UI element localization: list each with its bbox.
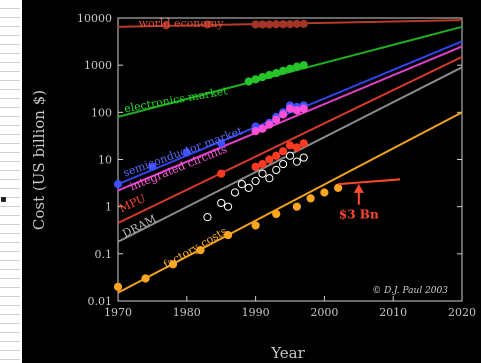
y-tick-label: 0.1 [95,248,113,261]
dram-data-point [237,180,246,189]
factory-costs-data-point [306,194,315,203]
dram-data-point [279,159,288,169]
integrated-circuits-data-point [285,104,295,113]
world-economy-data-point [272,20,281,29]
dram-data-point [223,202,233,211]
electronics-market-data-point [299,61,308,70]
semiconductor-market-data-point [217,139,226,148]
electronics-market-data-point [279,66,288,75]
cap-line [338,178,401,186]
dram-data-point [244,183,253,192]
semiconductor-market-data-point [182,148,191,157]
world-economy-data-point [162,21,171,30]
dram-data-point [292,157,301,166]
integrated-circuits-data-point [251,127,260,136]
factory-costs-data-point [272,209,281,219]
world-economy-data-point [251,20,260,29]
mpu-data-point [258,159,267,169]
semiconductor-market-trend-line [117,40,463,186]
semiconductor-market-data-point [148,162,157,171]
dram-data-point [272,165,281,175]
world-economy-data-point [299,19,308,28]
x-tick-label: 1980 [173,306,201,319]
y-tick-label: 1000 [84,59,112,72]
x-tick-label: 2010 [379,306,407,319]
y-tick-label: 0.01 [88,295,113,308]
x-tick-label: 1990 [242,306,270,319]
electronics-market-data-point [258,72,267,82]
factory-costs-data-point [320,188,329,197]
electronics-market-data-point [265,70,274,80]
world-economy-data-point [265,20,274,29]
electronics-market-data-point [285,64,295,73]
dram-data-point [251,176,260,186]
x-tick-label: 2020 [448,306,476,319]
world-economy-data-point [292,19,301,28]
y-axis-title: Cost (US billion $) [30,90,48,230]
mpu-data-point [299,139,308,148]
x-axis-title: Year [270,344,305,362]
dram-data-point [265,174,274,183]
mpu-data-point [292,143,301,152]
y-tick-label: 1 [105,201,112,214]
x-tick-label: 1970 [104,306,132,319]
dram-data-point [299,153,308,162]
mpu-data-point [272,151,281,160]
world-economy-data-point [279,20,288,29]
world-economy-data-point [258,20,267,29]
integrated-circuits-data-point [265,120,274,129]
integrated-circuits-data-point [279,110,288,119]
dram-data-point [230,188,240,197]
background-ruled-lines [0,0,20,363]
dram-data-point [258,169,267,178]
factory-costs-data-point [251,221,260,230]
world-economy-label: world economy [139,17,225,30]
factory-costs-data-point [334,183,343,192]
mpu-data-point [217,169,226,178]
integrated-circuits-trend-line [117,45,463,192]
mpu-data-point [251,162,260,171]
factory-costs-data-point [141,274,150,283]
cap-arrow-head [353,183,364,193]
copyright-annotation: © D.J. Paul 2003 [372,286,448,296]
bullet-marker [1,197,6,202]
dram-data-point [285,151,295,160]
integrated-circuits-data-point [272,115,281,124]
integrated-circuits-data-point [292,106,301,115]
factory-costs-data-point [168,260,178,269]
mpu-data-point [285,141,295,150]
factory-costs-data-point [196,245,205,255]
cap-label: $3 Bn [339,208,379,222]
factory-costs-data-point [292,202,301,211]
y-tick-label: 10000 [77,12,112,25]
mpu-trend-line [117,55,463,224]
integrated-circuits-data-point [258,124,267,133]
y-tick-label: 10 [98,154,112,167]
integrated-circuits-data-point [299,104,308,113]
electronics-market-data-point [244,77,253,86]
dram-data-point [217,198,226,208]
x-tick-label: 2000 [310,306,338,319]
electronics-market-data-point [292,62,301,71]
electronics-market-data-point [251,75,260,84]
electronics-market-data-point [272,68,281,78]
chart-background [22,0,481,363]
world-economy-data-point [203,20,212,29]
dram-data-point [203,213,212,222]
factory-costs-data-point [223,230,233,240]
mpu-data-point [265,155,274,164]
factory-costs-data-point [113,282,123,291]
y-tick-label: 100 [91,106,112,119]
world-economy-data-point [285,20,295,29]
mpu-data-point [279,147,288,156]
semiconductor-market-data-point [113,180,123,189]
